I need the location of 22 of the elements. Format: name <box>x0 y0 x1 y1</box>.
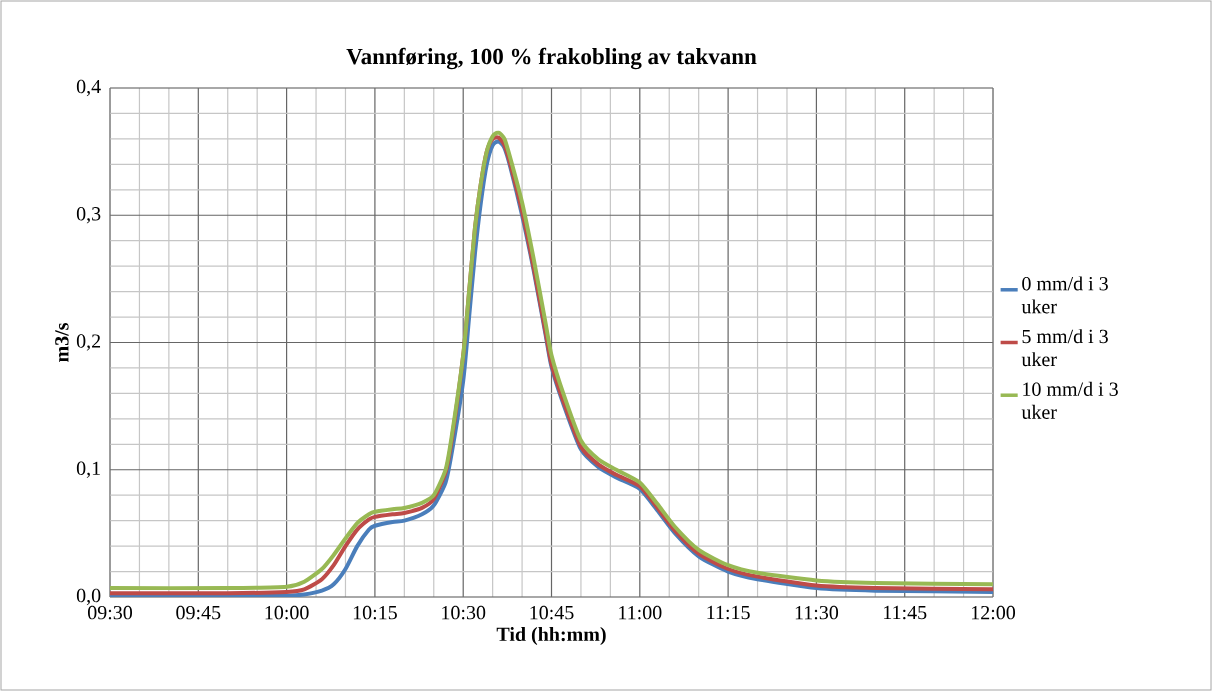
x-axis-title: Tid (hh:mm) <box>496 626 606 646</box>
legend-label: 0 mm/d i 3 uker <box>1021 276 1108 314</box>
x-tick-label: 09:30 <box>87 605 133 620</box>
y-axis-title: m3/s <box>55 322 69 362</box>
x-tick-label: 10:00 <box>265 605 309 620</box>
x-tick-label: 10:45 <box>530 605 574 620</box>
y-tick-label: 0,1 <box>76 461 100 478</box>
x-tick-label: 11:45 <box>884 605 927 620</box>
x-tick-label: 10:15 <box>353 605 397 620</box>
x-tick-label: 11:30 <box>795 605 839 620</box>
x-tick-label: 10:30 <box>442 605 486 620</box>
legend-label: 5 mm/d i 3 uker <box>1021 329 1108 367</box>
y-tick-label: 0,0 <box>76 588 101 606</box>
y-tick-label: 0,3 <box>76 207 101 224</box>
y-tick-label: 0,2 <box>76 334 101 351</box>
legend-label: 10 mm/d i 3 uker <box>1021 381 1118 419</box>
chart-title: Vannføring, 100 % frakobling av takvann <box>346 47 757 70</box>
y-tick-label: 0,4 <box>76 79 101 97</box>
x-tick-label: 12:00 <box>971 605 1016 620</box>
x-tick-label: 09:45 <box>176 605 221 620</box>
x-tick-label: 11:00 <box>619 605 662 620</box>
x-tick-label: 11:15 <box>707 605 750 620</box>
